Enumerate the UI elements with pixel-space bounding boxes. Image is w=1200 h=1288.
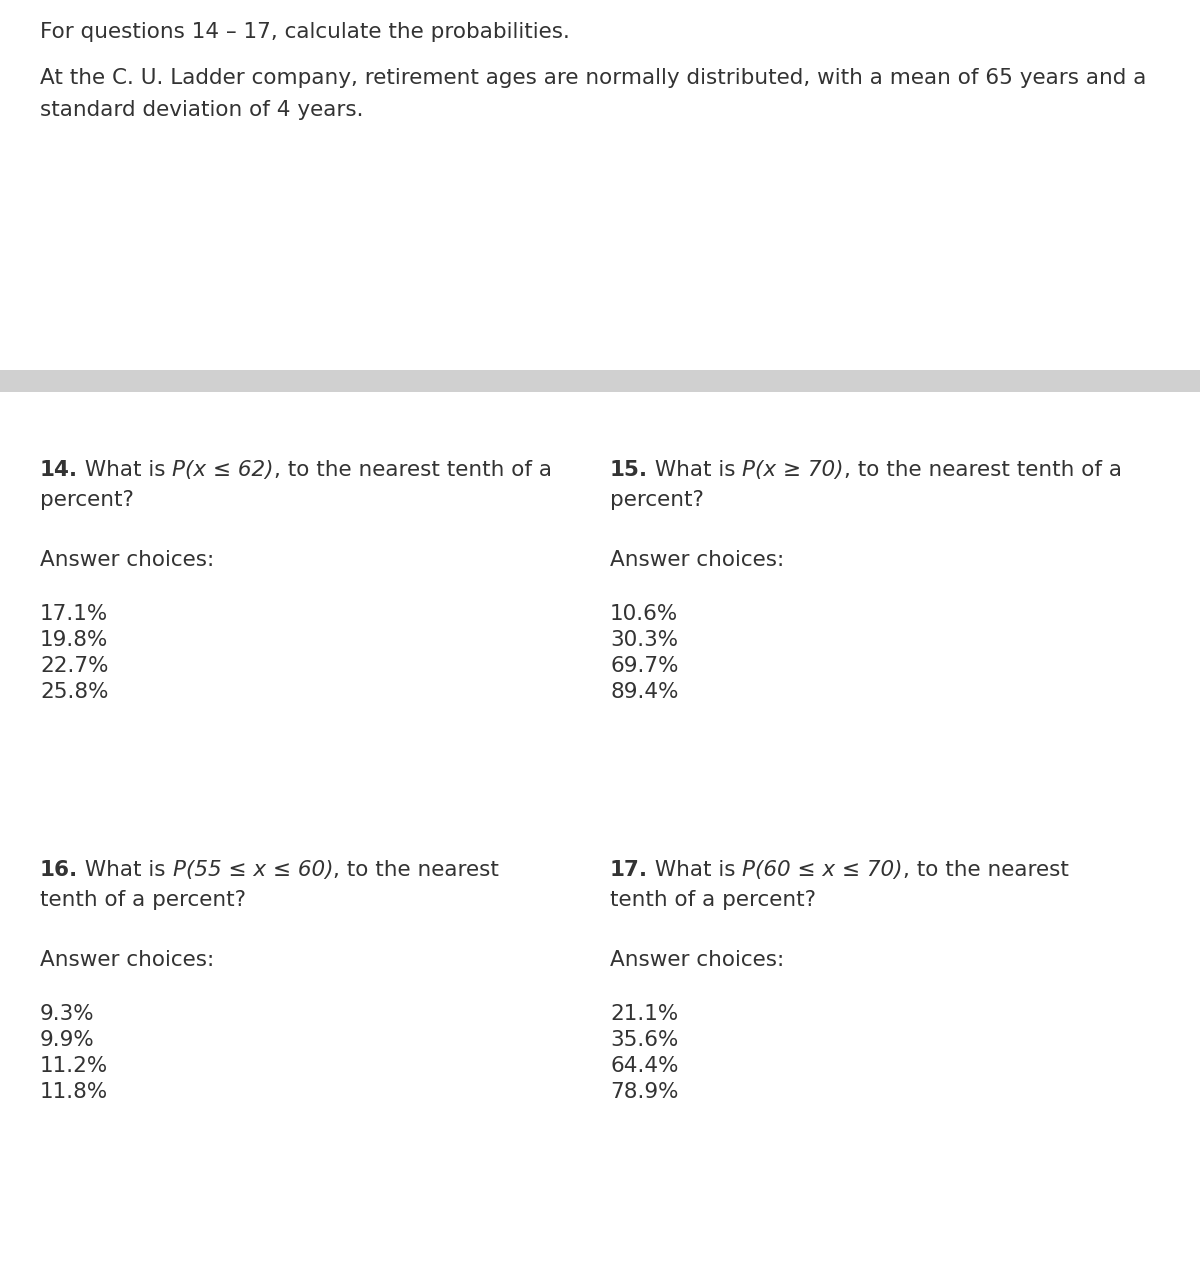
Text: , to the nearest: , to the nearest [904,860,1069,880]
Text: , to the nearest tenth of a: , to the nearest tenth of a [274,460,552,480]
Text: What is: What is [78,860,173,880]
Text: 21.1%: 21.1% [610,1005,678,1024]
Bar [0,370,1200,392]
Text: standard deviation of 4 years.: standard deviation of 4 years. [40,100,364,120]
Text: What is: What is [648,460,743,480]
Text: For questions 14 – 17, calculate the probabilities.: For questions 14 – 17, calculate the pro… [40,22,570,43]
Text: Answer choices:: Answer choices: [40,951,215,970]
Text: P(55 ≤ x ≤ 60): P(55 ≤ x ≤ 60) [173,860,334,880]
Text: P(60 ≤ x ≤ 70): P(60 ≤ x ≤ 70) [743,860,904,880]
Text: 9.3%: 9.3% [40,1005,95,1024]
Text: 35.6%: 35.6% [610,1030,678,1050]
Text: 89.4%: 89.4% [610,683,678,702]
Text: , to the nearest: , to the nearest [334,860,499,880]
Text: 14.: 14. [40,460,78,480]
Text: 11.2%: 11.2% [40,1056,108,1075]
Text: , to the nearest tenth of a: , to the nearest tenth of a [844,460,1122,480]
Text: 19.8%: 19.8% [40,630,108,650]
Text: 17.1%: 17.1% [40,604,108,623]
Text: Answer choices:: Answer choices: [610,550,785,571]
Text: What is: What is [78,460,173,480]
Text: 64.4%: 64.4% [610,1056,678,1075]
Text: 30.3%: 30.3% [610,630,678,650]
Text: 22.7%: 22.7% [40,656,108,676]
Text: P(x ≥ 70): P(x ≥ 70) [743,460,844,480]
Text: percent?: percent? [610,489,704,510]
Text: 25.8%: 25.8% [40,683,108,702]
Text: 17.: 17. [610,860,648,880]
Text: P(x ≤ 62): P(x ≤ 62) [173,460,274,480]
Text: tenth of a percent?: tenth of a percent? [610,890,816,911]
Text: 10.6%: 10.6% [610,604,678,623]
Text: 15.: 15. [610,460,648,480]
Text: 11.8%: 11.8% [40,1082,108,1103]
Text: Answer choices:: Answer choices: [610,951,785,970]
Text: Answer choices:: Answer choices: [40,550,215,571]
Text: tenth of a percent?: tenth of a percent? [40,890,246,911]
Text: What is: What is [648,860,743,880]
Text: percent?: percent? [40,489,134,510]
Text: At the C. U. Ladder company, retirement ages are normally distributed, with a me: At the C. U. Ladder company, retirement … [40,68,1146,88]
Text: 16.: 16. [40,860,78,880]
Text: 69.7%: 69.7% [610,656,678,676]
Text: 9.9%: 9.9% [40,1030,95,1050]
Text: 78.9%: 78.9% [610,1082,678,1103]
